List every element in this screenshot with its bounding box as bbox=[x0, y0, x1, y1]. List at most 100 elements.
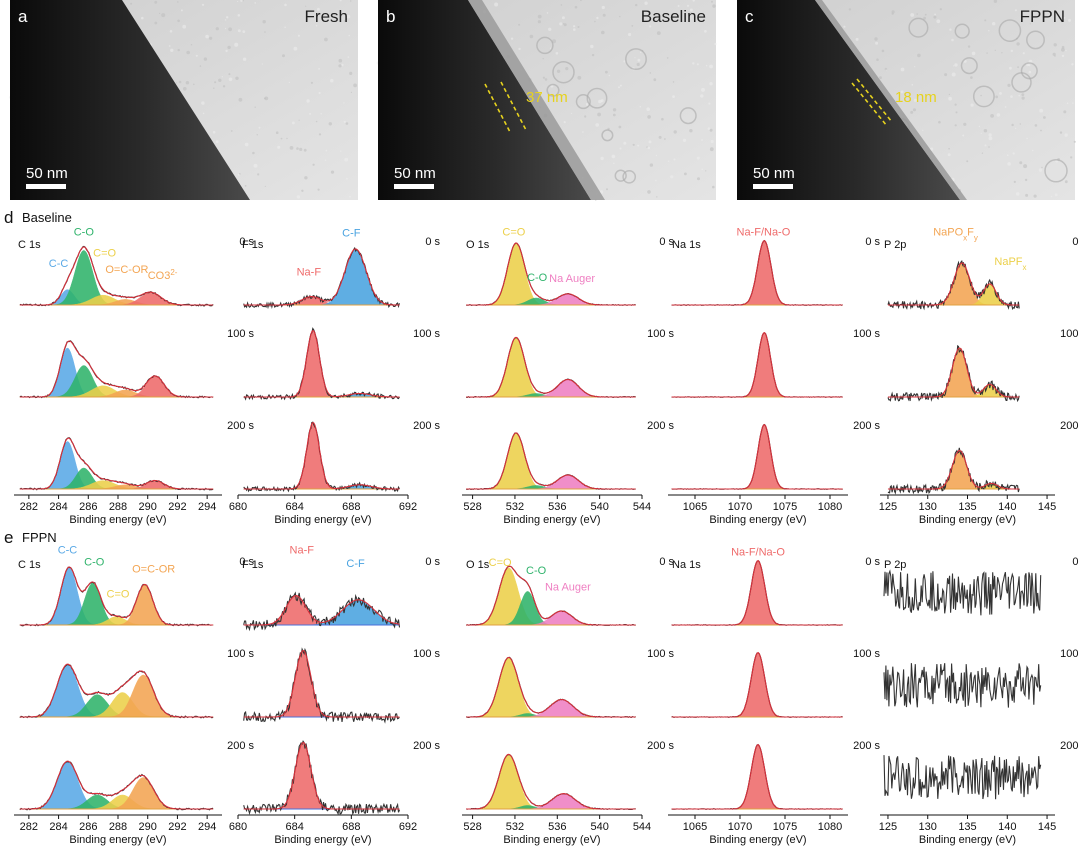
raw-spectrum-line bbox=[466, 337, 636, 399]
tem-texture-dot bbox=[349, 71, 353, 75]
core-level-label: C 1s bbox=[18, 239, 41, 251]
tem-texture-dot bbox=[264, 185, 266, 187]
tem-texture-dot bbox=[967, 45, 971, 48]
sputter-time-label: 200 s bbox=[227, 420, 254, 432]
tem-texture-dot bbox=[212, 130, 216, 134]
tem-texture-dot bbox=[546, 12, 549, 14]
tem-texture-dot bbox=[222, 85, 226, 88]
tem-texture-dot bbox=[214, 81, 217, 84]
core-level-label: Na 1s bbox=[672, 239, 701, 251]
tem-texture-dot bbox=[582, 131, 584, 133]
tem-texture-dot bbox=[203, 57, 208, 61]
spectrum-200s bbox=[466, 753, 636, 810]
tem-texture-dot bbox=[1070, 156, 1073, 159]
spectrum-200s bbox=[671, 423, 843, 490]
spectrum-100s bbox=[243, 647, 400, 724]
spectrum-100s bbox=[883, 663, 1042, 708]
tem-particle bbox=[625, 48, 647, 71]
tem-electrode-bulk bbox=[737, 0, 960, 200]
tem-texture-dot bbox=[705, 170, 707, 172]
panel-letter: a bbox=[18, 7, 28, 26]
tem-texture-dot bbox=[169, 30, 173, 33]
tem-texture-dot bbox=[277, 145, 281, 149]
fit-component-c-o bbox=[466, 337, 636, 398]
x-axis-label: Binding energy (eV) bbox=[709, 514, 806, 526]
tem-texture-dot bbox=[348, 34, 351, 37]
tem-texture-dot bbox=[646, 107, 650, 111]
tem-texture-dot bbox=[916, 13, 918, 15]
tem-texture-dot bbox=[966, 160, 969, 163]
tem-texture-dot bbox=[1007, 162, 1011, 166]
xps-panel-c-1s: C 1s 282 284 286 288 290 292 294 Binding energy … bbox=[14, 227, 254, 526]
spectrum-100s bbox=[466, 656, 636, 719]
tem-particle bbox=[586, 87, 608, 109]
raw-spectrum-line bbox=[466, 432, 636, 490]
fit-envelope-line bbox=[671, 332, 843, 398]
tem-texture-dot bbox=[677, 5, 680, 7]
x-axis-label: Binding energy (eV) bbox=[709, 834, 806, 846]
peak-label-text: O=C-OR bbox=[105, 264, 148, 276]
tem-particle bbox=[552, 60, 575, 84]
tem-texture-dot bbox=[195, 54, 198, 57]
core-level-label: F 1s bbox=[242, 559, 264, 571]
peak-label-text: C-O bbox=[526, 565, 547, 577]
scale-bar-label: 50 nm bbox=[26, 165, 68, 182]
peak-label-subscript: y bbox=[974, 233, 978, 242]
sputter-time-label: 0 s bbox=[659, 236, 674, 248]
tem-texture-dot bbox=[1021, 93, 1025, 96]
spectrum-100s bbox=[671, 651, 843, 718]
tem-texture-dot bbox=[986, 52, 988, 54]
tem-texture-dot bbox=[161, 13, 166, 18]
x-tick-label: 1075 bbox=[773, 501, 797, 513]
tem-texture-dot bbox=[608, 74, 611, 77]
raw-spectrum-line bbox=[883, 663, 1042, 708]
tem-texture-dot bbox=[709, 128, 713, 132]
peak-label: C-O bbox=[527, 272, 548, 284]
tem-texture-dot bbox=[1029, 23, 1031, 25]
x-tick-label: 532 bbox=[506, 501, 524, 513]
core-level-label: P 2p bbox=[884, 559, 906, 571]
tem-texture-dot bbox=[561, 16, 565, 20]
tem-texture-dot bbox=[970, 76, 973, 79]
peak-label-text: Na Auger bbox=[549, 273, 595, 285]
tem-texture-dot bbox=[158, 12, 161, 15]
x-tick-label: 130 bbox=[919, 501, 937, 513]
panel-letter: b bbox=[386, 7, 395, 26]
tem-texture-dot bbox=[701, 139, 703, 141]
tem-texture-dot bbox=[202, 112, 205, 115]
tem-condition-label: Baseline bbox=[641, 7, 706, 26]
tem-texture-dot bbox=[596, 16, 599, 20]
tem-texture-dot bbox=[993, 0, 998, 3]
tem-texture-dot bbox=[349, 195, 351, 198]
tem-texture-dot bbox=[280, 137, 283, 140]
tem-particle bbox=[1044, 159, 1068, 183]
panel-letter: d bbox=[4, 208, 13, 227]
x-axis-label: Binding energy (eV) bbox=[503, 834, 600, 846]
tem-texture-dot bbox=[623, 141, 627, 145]
tem-texture-dot bbox=[951, 72, 956, 77]
tem-texture-dot bbox=[297, 34, 300, 37]
x-tick-label: 528 bbox=[463, 821, 481, 833]
x-tick-label: 540 bbox=[590, 501, 608, 513]
tem-texture-dot bbox=[995, 95, 999, 99]
tem-texture-dot bbox=[690, 12, 692, 14]
sputter-time-label: 0 s bbox=[865, 556, 880, 568]
spectrum-100s bbox=[19, 340, 214, 399]
tem-texture-dot bbox=[177, 19, 180, 23]
tem-particle bbox=[546, 83, 560, 97]
fit-component-na-auger bbox=[466, 474, 636, 490]
tem-texture-dot bbox=[711, 0, 713, 3]
tem-texture-dot bbox=[701, 168, 703, 171]
tem-texture-dot bbox=[1052, 52, 1056, 56]
tem-texture-dot bbox=[601, 30, 605, 35]
tem-texture-dot bbox=[708, 102, 711, 105]
tem-texture-dot bbox=[312, 163, 315, 166]
peak-label-superscript: 2- bbox=[170, 268, 177, 277]
tem-particle bbox=[622, 169, 637, 184]
tem-texture-dot bbox=[343, 19, 347, 23]
fit-envelope-line bbox=[19, 760, 214, 810]
sputter-time-label: 200 s bbox=[647, 740, 674, 752]
peak-label-text: C-C bbox=[58, 545, 78, 557]
tem-texture-dot bbox=[1038, 168, 1043, 172]
tem-particle bbox=[954, 23, 970, 39]
